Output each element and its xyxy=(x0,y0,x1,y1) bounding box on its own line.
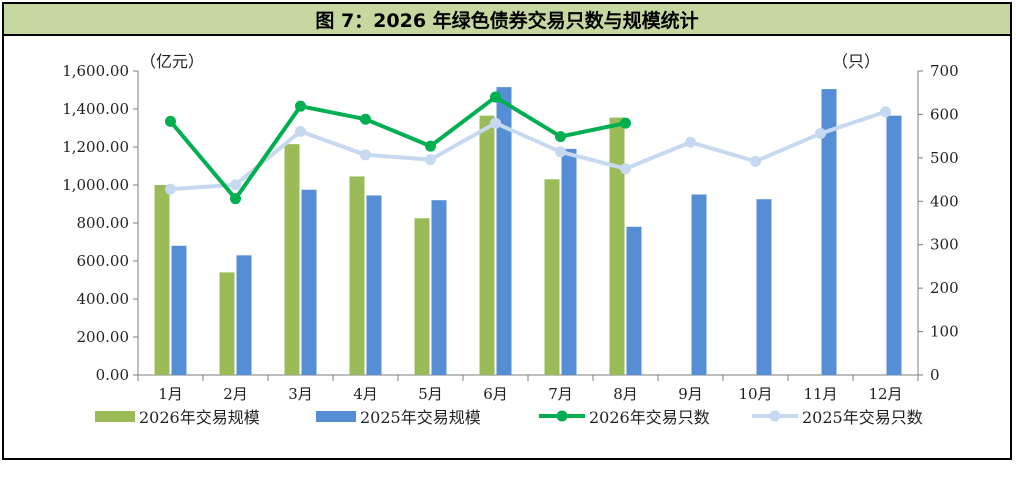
data-point xyxy=(555,131,566,143)
data-point xyxy=(490,91,501,103)
data-point xyxy=(230,179,241,191)
bar xyxy=(301,189,317,375)
data-point xyxy=(425,154,436,166)
legend-item: 2025年交易规模 xyxy=(316,408,481,427)
right-axis-tick-label: 300 xyxy=(930,236,959,254)
legend-label: 2026年交易只数 xyxy=(589,408,710,427)
x-axis-tick-label: 7月 xyxy=(548,385,573,403)
data-point xyxy=(295,125,306,137)
left-axis-tick-label: 800.00 xyxy=(77,214,130,232)
left-axis-tick-label: 400.00 xyxy=(77,290,130,308)
legend-swatch xyxy=(316,411,356,422)
legend-item: 2026年交易规模 xyxy=(95,408,260,427)
bar xyxy=(431,200,447,375)
bar xyxy=(691,194,707,375)
bar xyxy=(284,144,300,375)
right-axis-tick-label: 700 xyxy=(930,62,959,80)
data-point xyxy=(620,117,631,129)
data-point xyxy=(815,128,826,140)
data-point xyxy=(880,106,891,118)
bar xyxy=(414,218,430,375)
legend-swatch-marker xyxy=(556,410,568,422)
x-axis-tick-label: 10月 xyxy=(738,385,772,403)
data-point xyxy=(490,117,501,129)
axes: 0.00 200.00 400.00 600.00 800.00 1,000.00 1,20… xyxy=(62,52,958,403)
bars xyxy=(154,87,902,376)
chart-title: 图 7：2026 年绿色债券交易只数与规模统计 xyxy=(315,9,699,32)
bar xyxy=(626,226,642,375)
x-axis-tick-label: 1月 xyxy=(158,385,183,403)
legend-swatch xyxy=(95,411,135,422)
bar xyxy=(236,255,252,375)
data-point xyxy=(360,113,371,125)
data-point xyxy=(165,115,176,127)
left-axis-tick-label: 1,600.00 xyxy=(62,62,129,80)
legend-item: 2026年交易只数 xyxy=(539,408,710,427)
left-axis-tick-label: 0.00 xyxy=(96,366,129,384)
right-axis-tick-label: 200 xyxy=(930,279,959,297)
legend-label: 2025年交易规模 xyxy=(360,408,481,427)
bar xyxy=(479,115,495,376)
lines xyxy=(165,91,891,205)
x-axis-tick-label: 4月 xyxy=(353,385,378,403)
bar xyxy=(609,117,625,376)
right-axis-tick-label: 600 xyxy=(930,105,959,123)
bar xyxy=(561,148,577,375)
x-axis-tick-label: 8月 xyxy=(613,385,638,403)
right-axis-unit: （只） xyxy=(832,52,880,71)
left-axis-unit: （亿元） xyxy=(140,52,204,71)
data-point xyxy=(750,155,761,167)
bar xyxy=(496,87,512,376)
right-axis-tick-label: 100 xyxy=(930,323,959,341)
left-axis-tick-label: 1,400.00 xyxy=(62,100,129,118)
left-axis-tick-label: 600.00 xyxy=(77,252,130,270)
x-axis-tick-label: 3月 xyxy=(288,385,313,403)
bar xyxy=(886,115,902,376)
data-point xyxy=(230,193,241,205)
data-point xyxy=(360,149,371,161)
left-axis-tick-label: 1,200.00 xyxy=(62,138,129,156)
x-axis-tick-label: 5月 xyxy=(418,385,443,403)
series-line xyxy=(168,95,626,201)
x-axis-tick-label: 2月 xyxy=(223,385,248,403)
bar xyxy=(219,272,235,375)
data-point xyxy=(295,100,306,112)
legend-label: 2026年交易规模 xyxy=(139,408,260,427)
data-point xyxy=(425,140,436,152)
x-axis-tick-label: 9月 xyxy=(678,385,703,403)
bar xyxy=(821,89,837,376)
series-line xyxy=(170,109,887,192)
data-point xyxy=(165,183,176,195)
bar xyxy=(366,195,382,375)
legend: 2026年交易规模 2025年交易规模 2026年交易只数 2025年交易只数 xyxy=(95,408,923,427)
left-axis-tick-label: 200.00 xyxy=(77,328,130,346)
right-axis-tick-label: 400 xyxy=(930,192,959,210)
left-axis-tick-label: 1,000.00 xyxy=(62,176,129,194)
bar xyxy=(349,176,365,375)
bar xyxy=(171,245,187,375)
right-axis-tick-label: 500 xyxy=(930,149,959,167)
x-axis-tick-label: 12月 xyxy=(868,385,902,403)
bar xyxy=(154,185,170,375)
right-axis-tick-label: 0 xyxy=(930,366,940,384)
bar xyxy=(544,179,560,375)
legend-swatch-marker xyxy=(769,410,781,422)
data-point xyxy=(555,146,566,158)
legend-label: 2025年交易只数 xyxy=(802,408,923,427)
title-bar: 图 7：2026 年绿色债券交易只数与规模统计 xyxy=(4,4,1010,36)
data-point xyxy=(620,163,631,175)
x-axis-tick-label: 11月 xyxy=(803,385,837,403)
chart-frame: 图 7：2026 年绿色债券交易只数与规模统计 xyxy=(2,2,1012,460)
legend-item: 2025年交易只数 xyxy=(752,408,923,427)
data-point xyxy=(685,136,696,148)
bar xyxy=(756,199,772,375)
x-axis-tick-label: 6月 xyxy=(483,385,508,403)
